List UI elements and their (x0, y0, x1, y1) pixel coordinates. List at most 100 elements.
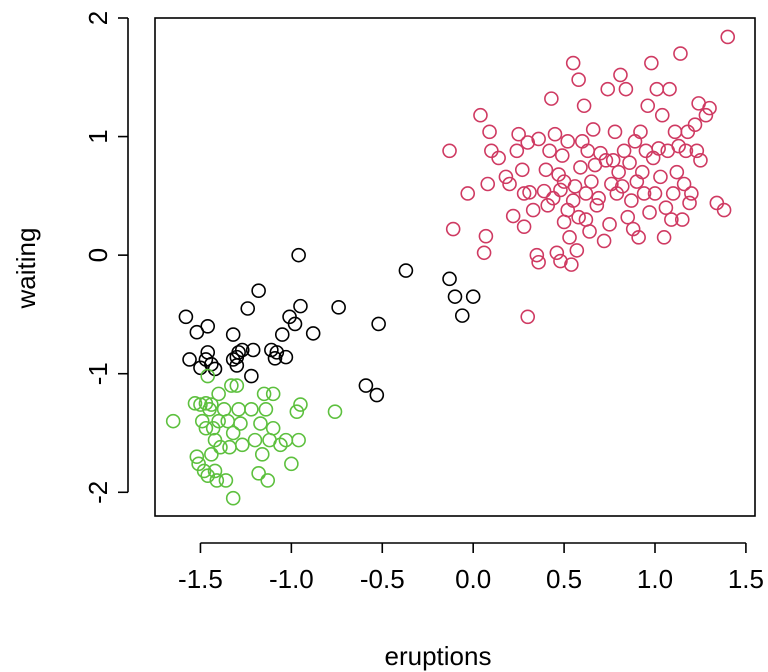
data-point-cluster-3 (225, 490, 241, 506)
data-point-cluster-2 (516, 219, 532, 234)
data-point-cluster-2 (482, 124, 497, 140)
data-point-cluster-2 (578, 212, 594, 227)
data-point-cluster-3 (234, 437, 250, 453)
data-point-cluster-1 (274, 327, 290, 342)
data-point-cluster-2 (571, 72, 586, 87)
data-point-cluster-2 (631, 230, 646, 245)
y-tick-label: 1 (83, 129, 113, 143)
data-point-cluster-1 (200, 345, 216, 360)
data-point-cluster-2 (674, 212, 690, 227)
data-point-cluster-3 (251, 466, 266, 481)
data-point-cluster-2 (476, 245, 492, 261)
data-point-cluster-2 (664, 212, 679, 227)
data-point-cluster-2 (520, 309, 536, 325)
data-point-cluster-2 (574, 134, 590, 149)
data-point-cluster-3 (193, 397, 208, 412)
data-point-cluster-2 (480, 176, 496, 192)
y-tick-label: 2 (83, 11, 113, 25)
data-points (165, 29, 736, 506)
data-point-cluster-1 (178, 309, 194, 325)
data-point-cluster-2 (484, 143, 499, 159)
data-point-cluster-2 (442, 143, 457, 159)
data-point-cluster-3 (198, 420, 214, 436)
data-point-cluster-2 (589, 198, 605, 213)
data-point-cluster-2 (514, 162, 530, 178)
data-point-cluster-1 (182, 352, 197, 367)
data-point-cluster-1 (331, 300, 346, 315)
data-point-cluster-2 (491, 150, 506, 166)
y-tick-label: 0 (83, 248, 113, 262)
data-point-cluster-2 (596, 233, 612, 249)
y-tick-label: -2 (83, 481, 113, 504)
data-point-cluster-2 (716, 202, 732, 218)
data-point-cluster-3 (253, 416, 268, 431)
x-tick-label: -1.5 (178, 564, 223, 594)
data-point-cluster-2 (509, 143, 525, 159)
plot-frame (154, 17, 756, 517)
data-point-cluster-2 (569, 243, 585, 258)
data-point-cluster-2 (556, 214, 572, 230)
data-point-cluster-2 (502, 176, 517, 192)
data-point-cluster-2 (520, 135, 536, 150)
data-point-cluster-3 (207, 463, 223, 479)
data-point-cluster-2 (544, 91, 559, 106)
data-point-cluster-2 (560, 134, 576, 149)
data-point-cluster-1 (465, 289, 481, 304)
data-point-cluster-2 (665, 186, 681, 201)
data-point-cluster-3 (211, 386, 226, 402)
data-point-cluster-2 (591, 190, 606, 206)
data-point-cluster-2 (622, 155, 637, 170)
data-point-cluster-2 (549, 245, 565, 261)
data-point-cluster-2 (667, 124, 683, 140)
data-point-cluster-2 (678, 143, 694, 159)
data-point-cluster-2 (682, 195, 697, 211)
data-point-cluster-1 (251, 283, 266, 299)
data-point-cluster-2 (624, 193, 639, 208)
data-point-cluster-2 (542, 143, 557, 159)
data-point-cluster-2 (554, 148, 570, 163)
data-point-cluster-1 (267, 350, 283, 366)
data-point-cluster-3 (189, 449, 205, 465)
data-point-cluster-3 (218, 473, 234, 488)
data-point-cluster-1 (293, 298, 308, 314)
data-point-cluster-1 (240, 301, 256, 316)
data-point-cluster-2 (498, 169, 514, 185)
data-point-cluster-3 (289, 404, 305, 419)
data-point-cluster-2 (547, 126, 563, 142)
data-point-cluster-2 (647, 186, 663, 201)
data-point-cluster-3 (225, 425, 241, 441)
data-point-cluster-1 (447, 289, 463, 304)
data-point-cluster-3 (224, 378, 239, 393)
data-point-cluster-2 (693, 152, 708, 168)
data-point-cluster-2 (676, 176, 692, 192)
data-point-cluster-3 (200, 468, 216, 483)
data-point-cluster-2 (525, 202, 541, 218)
data-point-cluster-2 (671, 138, 686, 154)
y-tick-label: -1 (83, 362, 113, 385)
data-point-cluster-2 (642, 205, 657, 220)
data-point-cluster-3 (229, 378, 245, 393)
data-point-cluster-1 (454, 308, 470, 323)
data-point-cluster-2 (531, 254, 546, 270)
data-point-cluster-3 (220, 413, 236, 429)
data-point-cluster-2 (516, 186, 532, 201)
data-point-cluster-2 (673, 46, 688, 61)
data-point-cluster-3 (200, 368, 216, 384)
data-point-cluster-3 (254, 447, 270, 462)
data-point-cluster-2 (565, 55, 581, 71)
x-tick-label: 1.5 (728, 564, 764, 594)
data-point-cluster-2 (618, 81, 634, 97)
data-point-cluster-3 (256, 386, 272, 402)
data-point-cluster-2 (545, 190, 561, 206)
data-point-cluster-1 (291, 247, 306, 263)
data-point-cluster-2 (522, 185, 537, 200)
data-point-cluster-2 (640, 98, 656, 114)
data-point-cluster-2 (573, 160, 588, 175)
data-point-cluster-3 (284, 456, 299, 472)
data-point-cluster-2 (645, 150, 661, 166)
data-point-cluster-2 (649, 81, 665, 97)
data-point-cluster-2 (578, 186, 594, 201)
x-tick-label: -1.0 (269, 564, 314, 594)
data-point-cluster-2 (538, 162, 554, 178)
